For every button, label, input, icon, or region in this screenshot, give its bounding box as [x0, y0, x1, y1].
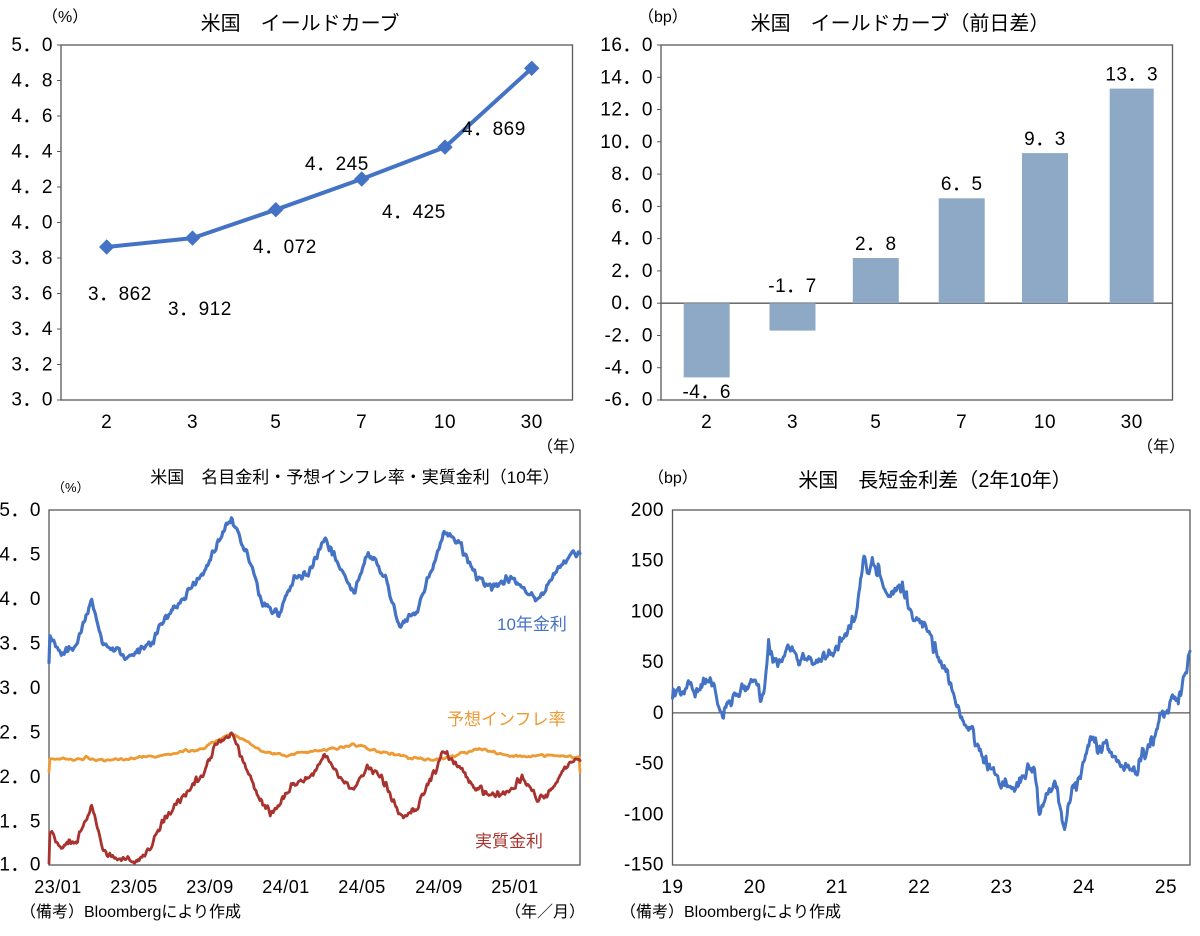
svg-text:7: 7 [956, 412, 967, 433]
svg-text:3: 3 [787, 412, 798, 433]
svg-text:3．862: 3．862 [88, 284, 152, 305]
svg-text:4．245: 4．245 [305, 154, 369, 175]
svg-text:4．5: 4．5 [0, 545, 41, 566]
svg-text:（備考）Bloombergにより作成: （備考）Bloombergにより作成 [620, 903, 841, 921]
svg-text:8．0: 8．0 [611, 164, 653, 185]
svg-text:4．0: 4．0 [11, 213, 53, 234]
svg-text:1．5: 1．5 [0, 812, 41, 833]
svg-text:2．8: 2．8 [855, 234, 897, 255]
svg-text:21: 21 [826, 877, 848, 898]
svg-text:12．0: 12．0 [600, 100, 653, 121]
svg-text:3．0: 3．0 [0, 678, 41, 699]
svg-text:25: 25 [1155, 877, 1177, 898]
svg-text:米国 長短金利差（2年10年）: 米国 長短金利差（2年10年） [798, 469, 1071, 492]
svg-text:3．0: 3．0 [11, 390, 53, 411]
svg-text:16．0: 16．0 [600, 35, 653, 56]
svg-text:4．6: 4．6 [11, 106, 53, 127]
svg-text:3．5: 3．5 [0, 634, 41, 655]
svg-text:9．3: 9．3 [1024, 129, 1066, 150]
svg-text:100: 100 [631, 601, 664, 622]
svg-text:30: 30 [1121, 412, 1143, 433]
svg-text:24/09: 24/09 [415, 877, 463, 897]
svg-text:24/05: 24/05 [338, 877, 386, 897]
svg-text:25/01: 25/01 [491, 877, 539, 897]
svg-text:（bp）: （bp） [638, 8, 688, 26]
svg-text:2．0: 2．0 [611, 261, 653, 282]
svg-text:（年）: （年） [537, 438, 585, 456]
svg-text:50: 50 [642, 652, 664, 673]
svg-text:7: 7 [356, 412, 367, 433]
svg-text:4．869: 4．869 [462, 119, 526, 140]
svg-text:23/01: 23/01 [34, 877, 82, 897]
svg-text:30: 30 [521, 412, 543, 433]
svg-text:24: 24 [1073, 877, 1095, 898]
svg-text:3: 3 [187, 412, 198, 433]
svg-text:3．4: 3．4 [11, 319, 53, 340]
svg-text:6．5: 6．5 [941, 174, 983, 195]
svg-text:5: 5 [870, 412, 881, 433]
svg-text:（備考）Bloombergにより作成: （備考）Bloombergにより作成 [20, 903, 241, 921]
svg-text:（%）: （%） [52, 480, 90, 495]
svg-text:3．2: 3．2 [11, 355, 53, 376]
svg-text:4．4: 4．4 [11, 142, 53, 163]
svg-text:10: 10 [1034, 412, 1056, 433]
svg-text:-6．0: -6．0 [605, 390, 653, 411]
svg-text:20: 20 [744, 877, 766, 898]
svg-text:（%）: （%） [42, 8, 88, 26]
svg-text:23/05: 23/05 [110, 877, 158, 897]
svg-text:-4．0: -4．0 [605, 358, 653, 379]
svg-text:14．0: 14．0 [600, 67, 653, 88]
svg-text:1．0: 1．0 [0, 855, 41, 876]
svg-text:5．0: 5．0 [0, 500, 41, 521]
svg-text:3．6: 3．6 [11, 284, 53, 305]
svg-text:10年金利: 10年金利 [497, 615, 567, 634]
svg-text:-50: -50 [635, 754, 664, 775]
svg-text:2: 2 [101, 412, 112, 433]
svg-text:4．0: 4．0 [611, 229, 653, 250]
svg-text:4．425: 4．425 [382, 202, 446, 223]
svg-text:5: 5 [270, 412, 281, 433]
svg-text:-150: -150 [624, 855, 664, 876]
svg-text:10．0: 10．0 [600, 132, 653, 153]
svg-text:200: 200 [631, 500, 664, 521]
svg-text:0．0: 0．0 [611, 293, 653, 314]
svg-text:（bp）: （bp） [648, 469, 698, 487]
svg-text:10: 10 [434, 412, 456, 433]
svg-text:-4．6: -4．6 [682, 382, 730, 403]
svg-text:米国 名目金利・予想インフレ率・実質金利（10年）: 米国 名目金利・予想インフレ率・実質金利（10年） [150, 468, 559, 487]
svg-text:19: 19 [661, 877, 683, 898]
svg-text:5．0: 5．0 [11, 35, 53, 56]
svg-text:23: 23 [990, 877, 1012, 898]
svg-text:予想インフレ率: 予想インフレ率 [447, 710, 566, 729]
svg-text:3．912: 3．912 [168, 299, 232, 320]
svg-text:-1．7: -1．7 [768, 276, 816, 297]
svg-text:0: 0 [653, 703, 664, 724]
svg-text:23/09: 23/09 [186, 877, 234, 897]
svg-text:（年）: （年） [1137, 438, 1185, 456]
svg-text:4．072: 4．072 [253, 237, 317, 258]
svg-text:24/01: 24/01 [262, 877, 310, 897]
svg-text:3．8: 3．8 [11, 248, 53, 269]
svg-text:実質金利: 実質金利 [475, 832, 543, 851]
svg-text:2: 2 [701, 412, 712, 433]
svg-text:2．0: 2．0 [0, 767, 41, 788]
svg-text:2．5: 2．5 [0, 723, 41, 744]
svg-text:4．2: 4．2 [11, 177, 53, 198]
svg-text:-100: -100 [624, 804, 664, 825]
svg-text:4．8: 4．8 [11, 71, 53, 92]
svg-text:22: 22 [908, 877, 930, 898]
svg-text:米国 イールドカーブ（前日差）: 米国 イールドカーブ（前日差） [751, 11, 1050, 35]
svg-text:150: 150 [631, 551, 664, 572]
svg-text:-2．0: -2．0 [605, 326, 653, 347]
svg-text:4．0: 4．0 [0, 589, 41, 610]
svg-text:米国 イールドカーブ: 米国 イールドカーブ [201, 11, 400, 35]
svg-text:（年／月）: （年／月） [505, 903, 585, 921]
svg-text:13．3: 13．3 [1105, 65, 1158, 86]
svg-text:6．0: 6．0 [611, 196, 653, 217]
